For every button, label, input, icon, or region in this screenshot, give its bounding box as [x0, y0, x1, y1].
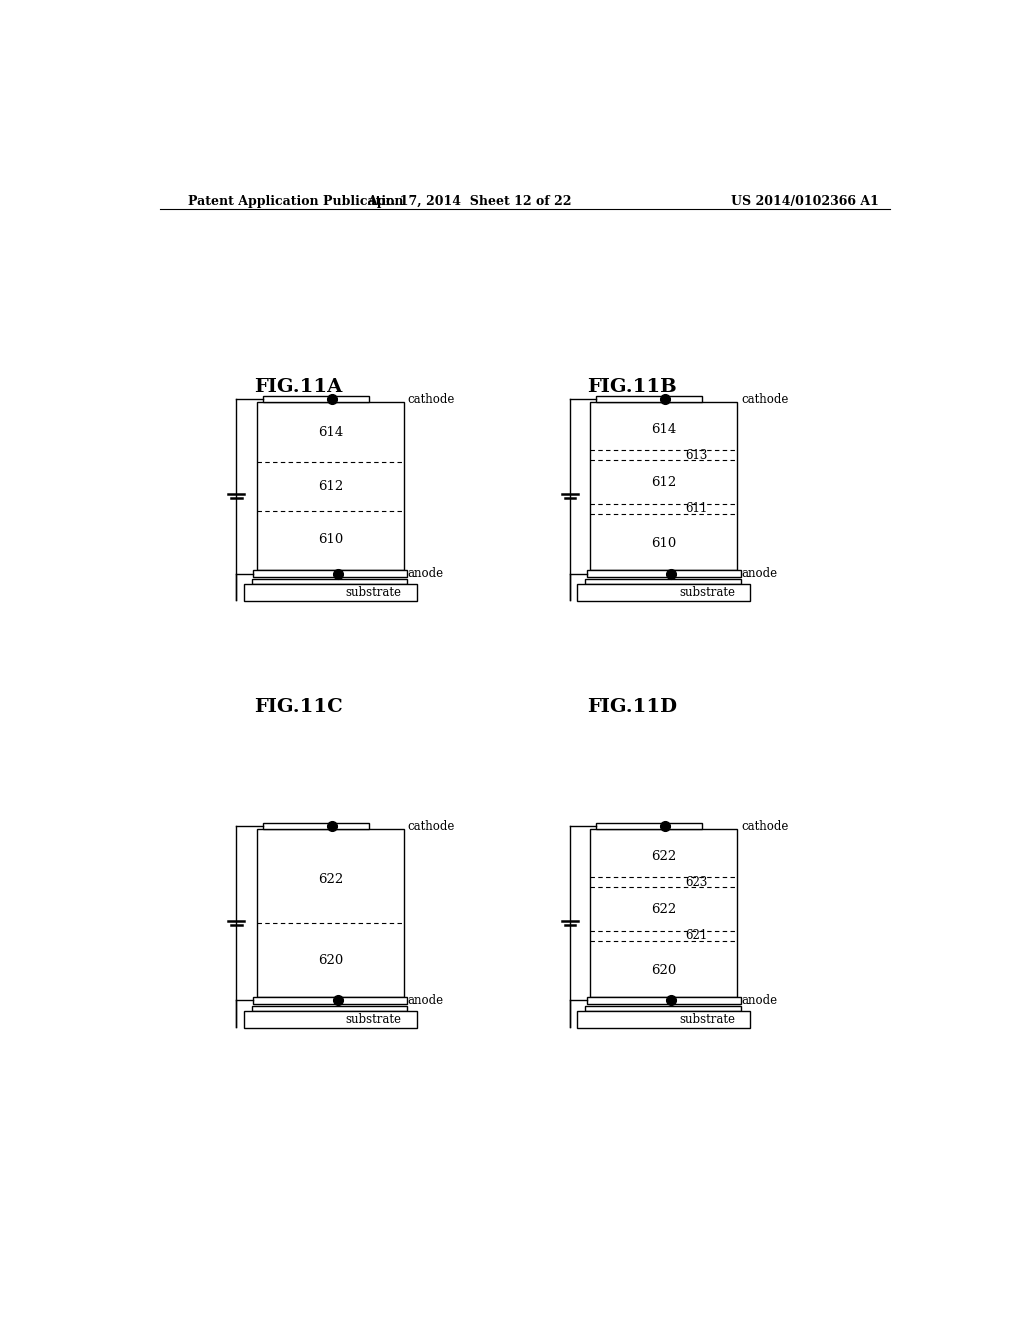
Text: anode: anode	[408, 994, 443, 1007]
Bar	[252, 1006, 408, 1011]
Text: substrate: substrate	[679, 1012, 735, 1026]
Text: 614: 614	[317, 426, 343, 440]
Text: 621: 621	[685, 929, 708, 942]
Text: 620: 620	[317, 953, 343, 966]
Text: substrate: substrate	[679, 586, 735, 599]
Text: substrate: substrate	[346, 586, 401, 599]
Bar	[257, 829, 403, 997]
Text: Apr. 17, 2014  Sheet 12 of 22: Apr. 17, 2014 Sheet 12 of 22	[367, 194, 571, 207]
Bar	[252, 579, 408, 583]
Text: 610: 610	[317, 533, 343, 546]
Bar	[244, 1011, 417, 1028]
Text: 610: 610	[651, 537, 676, 549]
Text: 622: 622	[651, 903, 676, 916]
Text: 612: 612	[317, 479, 343, 492]
Text: 614: 614	[651, 422, 676, 436]
Text: 623: 623	[685, 875, 708, 888]
Text: FIG.11A: FIG.11A	[255, 378, 343, 396]
Text: cathode: cathode	[741, 392, 788, 405]
Bar	[585, 1006, 740, 1011]
Text: anode: anode	[408, 568, 443, 579]
Text: 613: 613	[685, 449, 708, 462]
Bar	[578, 1011, 751, 1028]
Bar	[596, 822, 701, 829]
Text: FIG.11B: FIG.11B	[587, 378, 677, 396]
Text: 620: 620	[651, 964, 676, 977]
Bar	[253, 997, 408, 1005]
Bar	[585, 579, 740, 583]
Bar	[263, 822, 369, 829]
Bar	[578, 583, 751, 601]
Text: FIG.11D: FIG.11D	[587, 698, 677, 717]
Bar	[263, 396, 369, 403]
Text: 622: 622	[317, 873, 343, 886]
Text: 612: 612	[651, 477, 676, 490]
Text: anode: anode	[741, 994, 777, 1007]
Text: anode: anode	[741, 568, 777, 579]
Text: cathode: cathode	[408, 820, 455, 833]
Text: 611: 611	[685, 503, 708, 515]
Bar	[590, 403, 737, 570]
Text: substrate: substrate	[346, 1012, 401, 1026]
Text: Patent Application Publication: Patent Application Publication	[187, 194, 403, 207]
Text: cathode: cathode	[408, 392, 455, 405]
Text: US 2014/0102366 A1: US 2014/0102366 A1	[731, 194, 879, 207]
Bar	[596, 396, 701, 403]
Bar	[587, 570, 740, 577]
Bar	[257, 403, 403, 570]
Bar	[587, 997, 740, 1005]
Bar	[590, 829, 737, 997]
Text: FIG.11C: FIG.11C	[254, 698, 343, 717]
Bar	[253, 570, 408, 577]
Bar	[244, 583, 417, 601]
Text: 622: 622	[651, 850, 676, 862]
Text: cathode: cathode	[741, 820, 788, 833]
